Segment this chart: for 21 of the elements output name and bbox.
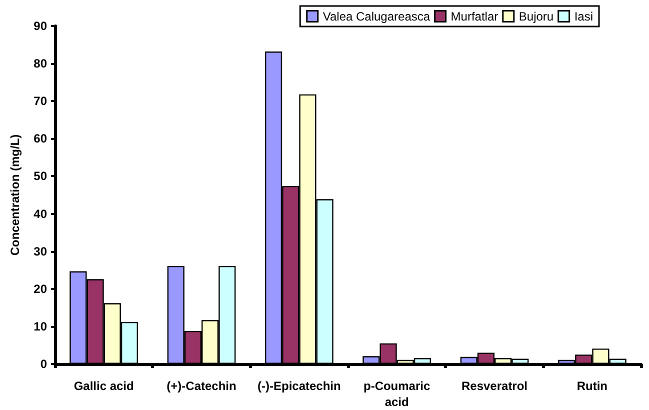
- y-tick-label: 60: [34, 132, 48, 146]
- x-tick-label: Rutin: [576, 379, 608, 393]
- legend-label: Bujoru: [518, 9, 554, 24]
- y-tick-label: 10: [34, 319, 48, 334]
- y-tick-label: 20: [34, 282, 48, 296]
- x-tick-label: (-)-Epicatechin: [257, 379, 341, 393]
- y-tick-label: 0: [40, 357, 48, 371]
- x-tick-label: Gallic acid: [74, 379, 134, 393]
- x-tick-label: p-Coumaric acid: [363, 379, 430, 409]
- y-axis-title: Concentration (mg/L): [8, 134, 22, 256]
- legend-label: Murfatlar: [450, 9, 498, 24]
- legend-label: Iasi: [574, 9, 594, 24]
- x-tick-label: (+)-Catechin: [166, 379, 236, 393]
- y-tick-label: 40: [34, 206, 48, 221]
- y-tick-label: 90: [34, 19, 48, 33]
- x-tick-label: Resveratrol: [461, 379, 528, 393]
- y-tick-label: 50: [34, 169, 48, 184]
- y-tick-label: 70: [34, 94, 48, 108]
- legend-label: Valea Calugareasca: [322, 9, 430, 24]
- y-tick-label: 80: [34, 56, 48, 71]
- y-tick-label: 30: [34, 244, 48, 258]
